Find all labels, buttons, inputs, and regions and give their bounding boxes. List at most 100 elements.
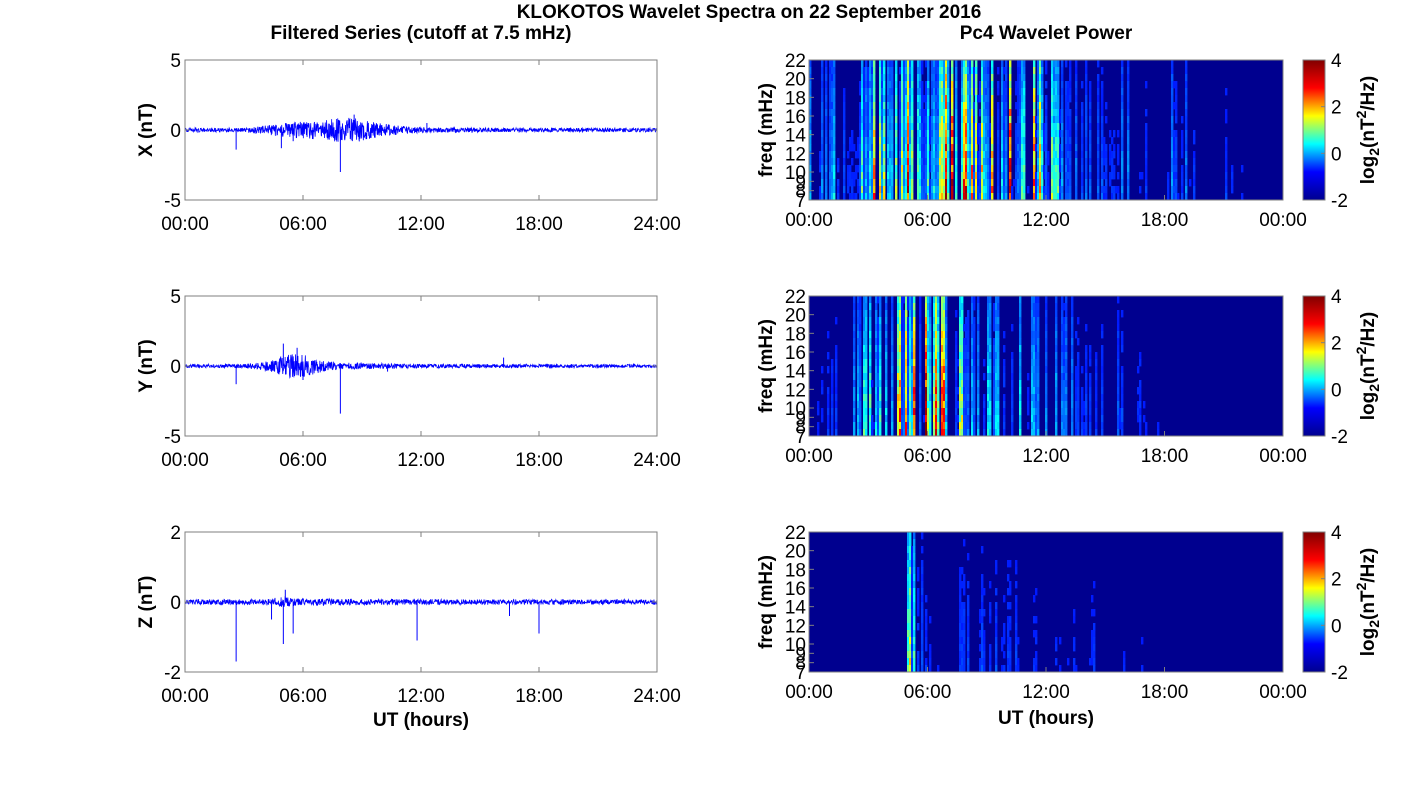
figure-title: KLOKOTOS Wavelet Spectra on 22 September… xyxy=(517,2,982,23)
heatmap-cell xyxy=(1089,429,1092,437)
heatmap-cell xyxy=(925,144,928,152)
heatmap-cell xyxy=(973,179,976,187)
heatmap-cell xyxy=(1173,130,1176,138)
heatmap-cell xyxy=(1037,352,1040,360)
heatmap-cell xyxy=(1005,102,1008,110)
heatmap-cell xyxy=(909,303,912,311)
heatmap-cell xyxy=(1175,95,1178,103)
heatmap-cell xyxy=(1045,151,1048,159)
heatmap-cell xyxy=(859,338,862,346)
heatmap-cell xyxy=(929,193,932,201)
heatmap-cell xyxy=(871,172,874,180)
heatmap-cell xyxy=(1181,151,1184,159)
heatmap-cell xyxy=(997,331,1000,339)
heatmap-cell xyxy=(1005,179,1008,187)
heatmap-cell xyxy=(929,116,932,124)
heatmap-cell xyxy=(871,88,874,96)
heatmap-cell xyxy=(1009,60,1012,68)
heatmap-cell xyxy=(977,408,980,416)
heatmap-cell xyxy=(913,387,916,395)
heatmap-cell xyxy=(1121,88,1124,96)
heatmap-cell xyxy=(829,165,832,173)
heatmap-cell xyxy=(1145,123,1148,131)
heatmap-cell xyxy=(831,109,834,117)
heatmap-cell xyxy=(929,665,932,673)
heatmap-cell xyxy=(959,380,962,388)
heatmap-cell xyxy=(1081,144,1084,152)
heatmap-cell xyxy=(1081,429,1084,437)
heatmap-cell xyxy=(905,116,908,124)
heatmap-cell xyxy=(935,179,938,187)
heatmap-cell xyxy=(907,567,910,575)
heatmap-cell xyxy=(971,401,974,409)
heatmap-cell xyxy=(973,116,976,124)
x-tick-label: 12:00 xyxy=(397,686,445,707)
heatmap-cell xyxy=(1055,373,1058,381)
heatmap-cell xyxy=(901,317,904,325)
heatmap-cell xyxy=(909,546,912,554)
heatmap-cell xyxy=(983,408,986,416)
heatmap-cell xyxy=(913,429,916,437)
heatmap-cell xyxy=(1075,429,1078,437)
heatmap-cell xyxy=(1067,102,1070,110)
heatmap-cell xyxy=(1121,394,1124,402)
heatmap-cell xyxy=(1015,630,1018,638)
heatmap-cell xyxy=(919,179,922,187)
heatmap-cell xyxy=(1053,179,1056,187)
heatmap-cell xyxy=(925,81,928,89)
heatmap-cell xyxy=(945,130,948,138)
heatmap-cell xyxy=(821,179,824,187)
heatmap-cell xyxy=(835,373,838,381)
heatmap-cell xyxy=(975,109,978,117)
heatmap-cell xyxy=(965,422,968,430)
heatmap-cell xyxy=(911,630,914,638)
heatmap-cell xyxy=(909,296,912,304)
heatmap-cell xyxy=(867,158,870,166)
heatmap-cell xyxy=(1085,408,1088,416)
heatmap-cell xyxy=(895,109,898,117)
heatmap-cell xyxy=(971,116,974,124)
heatmap-cell xyxy=(1031,415,1034,423)
heatmap-cell xyxy=(1075,408,1078,416)
heatmap-cell xyxy=(1097,95,1100,103)
heatmap-cell xyxy=(957,387,960,395)
heatmap-cell xyxy=(825,109,828,117)
heatmap-cell xyxy=(895,137,898,145)
heatmap-cell xyxy=(1023,179,1026,187)
heatmap-cell xyxy=(905,331,908,339)
heatmap-cell xyxy=(1077,366,1080,374)
heatmap-cell xyxy=(1089,95,1092,103)
heatmap-cell xyxy=(1053,123,1056,131)
heatmap-cell xyxy=(861,67,864,75)
heatmap-cell xyxy=(1085,324,1088,332)
y-tick-label: 7 xyxy=(795,427,806,448)
heatmap-cell xyxy=(905,408,908,416)
y-tick-label: 0 xyxy=(170,121,181,142)
heatmap-cell xyxy=(1097,102,1100,110)
heatmap-cell xyxy=(1081,366,1084,374)
heatmap-cell xyxy=(857,296,860,304)
heatmap-cell xyxy=(933,317,936,325)
heatmap-cell xyxy=(1059,116,1062,124)
heatmap-cell xyxy=(863,359,866,367)
heatmap-cell xyxy=(963,193,966,201)
heatmap-cell xyxy=(1037,165,1040,173)
heatmap-cell xyxy=(933,60,936,68)
heatmap-cell xyxy=(961,144,964,152)
heatmap-cell xyxy=(971,186,974,194)
heatmap-cell xyxy=(1083,422,1086,430)
heatmap-cell xyxy=(911,165,914,173)
heatmap-cell xyxy=(941,179,944,187)
heatmap-cell xyxy=(1075,172,1078,180)
heatmap-cell xyxy=(869,324,872,332)
heatmap-cell xyxy=(881,158,884,166)
heatmap-cell xyxy=(889,144,892,152)
heatmap-cell xyxy=(983,422,986,430)
heatmap-cell xyxy=(857,366,860,374)
heatmap-cell xyxy=(959,665,962,673)
heatmap-cell xyxy=(895,130,898,138)
heatmap-cell xyxy=(899,380,902,388)
heatmap-cell xyxy=(967,60,970,68)
heatmap-cell xyxy=(1005,81,1008,89)
heatmap-cell xyxy=(829,193,832,201)
